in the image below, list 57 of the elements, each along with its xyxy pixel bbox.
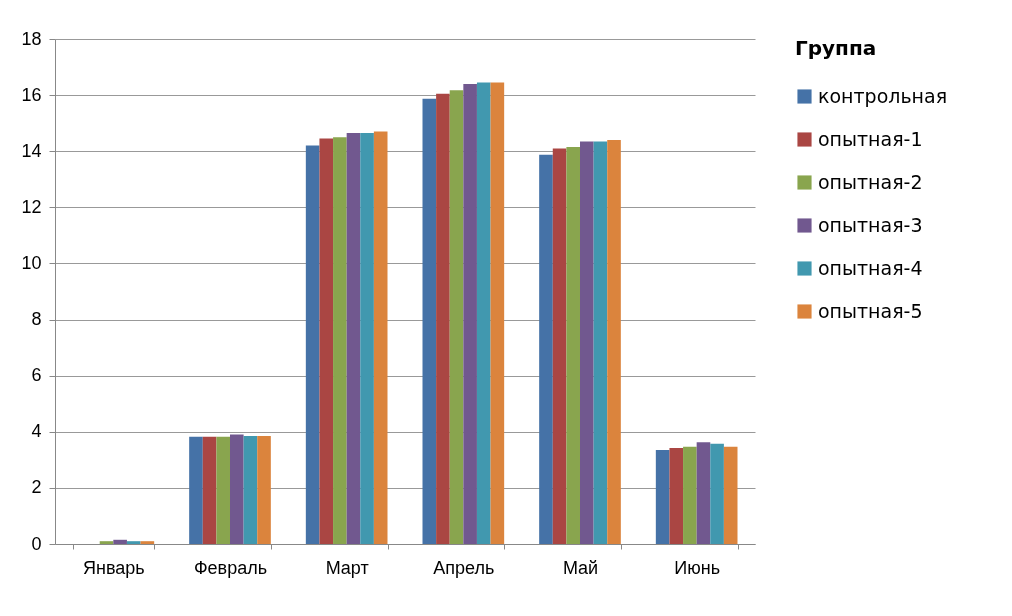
bar bbox=[683, 446, 697, 544]
bar bbox=[539, 154, 553, 544]
bar bbox=[319, 138, 334, 544]
x-tick-label: Январь bbox=[82, 557, 145, 578]
bar bbox=[140, 541, 155, 544]
bar bbox=[449, 90, 464, 544]
legend-label: опытная-1 bbox=[818, 127, 923, 150]
bar bbox=[710, 443, 724, 544]
bar bbox=[257, 435, 271, 544]
bar bbox=[655, 450, 670, 544]
bar bbox=[607, 140, 621, 544]
bar bbox=[113, 539, 127, 544]
x-tick-label: Февраль bbox=[193, 557, 268, 578]
y-tick-label: 4 bbox=[31, 421, 42, 442]
bar bbox=[463, 83, 477, 544]
bar bbox=[436, 93, 450, 544]
bar bbox=[723, 446, 738, 544]
bar bbox=[566, 147, 580, 544]
bar bbox=[216, 436, 230, 544]
bar bbox=[360, 132, 374, 544]
bar bbox=[305, 145, 320, 544]
bar bbox=[189, 436, 203, 544]
y-tick-label: 6 bbox=[31, 365, 42, 386]
legend-label: опытная-4 bbox=[818, 256, 923, 279]
bar bbox=[99, 541, 114, 544]
bar bbox=[490, 82, 505, 544]
bar bbox=[669, 448, 684, 544]
bar bbox=[202, 436, 217, 544]
bar bbox=[476, 82, 491, 544]
y-tick-label: 2 bbox=[31, 477, 42, 498]
y-tick-label: 18 bbox=[21, 28, 42, 49]
legend-label: контрольная bbox=[818, 84, 948, 107]
y-tick-label: 10 bbox=[21, 252, 42, 273]
bar bbox=[243, 435, 258, 544]
bar bbox=[593, 141, 608, 544]
x-tick-label: Май bbox=[562, 557, 599, 578]
legend-title: Группа bbox=[795, 36, 877, 60]
bar bbox=[126, 541, 141, 544]
bar bbox=[373, 131, 388, 544]
x-tick-label: Апрель bbox=[433, 557, 495, 578]
legend-label: опытная-2 bbox=[818, 170, 923, 193]
legend-label: опытная-3 bbox=[818, 213, 923, 236]
x-tick-label: Июнь bbox=[674, 557, 721, 578]
bar bbox=[422, 98, 437, 544]
y-tick-label: 8 bbox=[31, 309, 42, 330]
bar bbox=[580, 141, 594, 544]
bar bbox=[696, 442, 711, 544]
bar bbox=[346, 132, 361, 544]
bar bbox=[333, 137, 347, 544]
bar bbox=[230, 434, 244, 544]
y-tick-label: 14 bbox=[21, 140, 42, 161]
y-tick-label: 16 bbox=[21, 84, 42, 105]
legend-label: опытная-5 bbox=[818, 299, 923, 322]
y-tick-label: 12 bbox=[21, 196, 42, 217]
x-tick-label: Март bbox=[325, 557, 369, 578]
bar bbox=[552, 148, 567, 544]
y-tick-label: 0 bbox=[31, 533, 42, 554]
